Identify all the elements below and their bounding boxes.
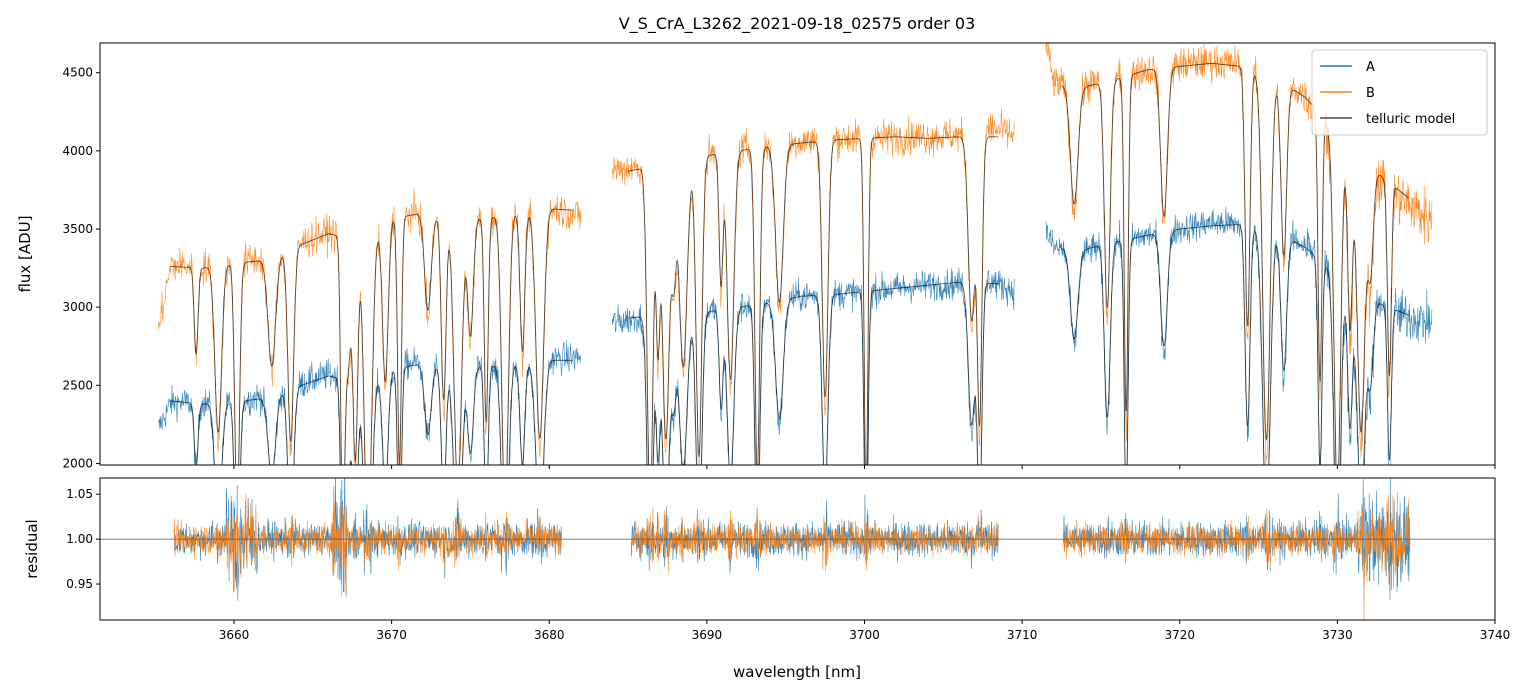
residual-y-tick-label: 1.05 xyxy=(66,487,93,501)
legend-label-telluric: telluric model xyxy=(1366,112,1455,127)
x-tick-label: 3730 xyxy=(1322,628,1353,642)
residual-y-axis-label: residual xyxy=(23,519,41,578)
x-tick-label: 3680 xyxy=(534,628,565,642)
flux-y-tick-label: 2000 xyxy=(62,456,93,470)
telluric-model-segment-1 xyxy=(628,281,999,465)
residual-data-layer xyxy=(100,478,1495,620)
flux-x-ticks xyxy=(233,465,1496,469)
flux-axes-frame xyxy=(99,42,1496,466)
flux-y-tick-label: 4000 xyxy=(62,144,93,158)
legend-label-b: B xyxy=(1366,86,1375,101)
x-axis-label: wavelength [nm] xyxy=(733,663,861,681)
flux-y-tick-label: 2500 xyxy=(62,378,93,392)
x-tick-label: 3740 xyxy=(1480,628,1511,642)
residual-b-segment-1 xyxy=(630,507,999,573)
x-tick-label: 3690 xyxy=(692,628,723,642)
residual-y-tick-label: 0.95 xyxy=(66,577,93,591)
x-tick-label: 3700 xyxy=(849,628,880,642)
x-tick-label: 3710 xyxy=(1007,628,1038,642)
residual-b-segment-0 xyxy=(173,493,563,597)
chart-title: V_S_CrA_L3262_2021-09-18_02575 order 03 xyxy=(619,14,976,34)
flux-y-ticks: 2000 2500 3000 3500 4000 4500 xyxy=(62,66,100,470)
x-tick-label: 3720 xyxy=(1164,628,1195,642)
legend-box xyxy=(1311,49,1488,136)
flux-data-layer xyxy=(158,43,1433,465)
residual-y-tick-label: 1.00 xyxy=(66,532,93,546)
residual-y-ticks: 0.95 1.00 1.05 xyxy=(66,487,100,591)
residual-panel: 0.95 1.00 1.05 3660 3670 3680 3690 3700 3710 372… xyxy=(23,477,1511,642)
residual-x-ticks: 3660 3670 3680 3690 3700 3710 3720 3730 3740 xyxy=(219,620,1511,642)
flux-y-axis-label: flux [ADU] xyxy=(16,215,34,292)
telluric-model-segment-2 xyxy=(1061,224,1409,465)
legend: A B telluric model xyxy=(1311,49,1488,136)
residual-b-segment-2 xyxy=(1062,491,1411,620)
telluric-model-segment-5 xyxy=(1061,62,1409,465)
telluric-model-segment-3 xyxy=(170,208,573,465)
flux-panel: 2000 2500 3000 3500 4000 4500 flux [ADU] A B … xyxy=(16,42,1496,470)
flux-y-tick-label: 3500 xyxy=(62,222,93,236)
telluric-model-segment-4 xyxy=(628,136,999,465)
flux-y-tick-label: 4500 xyxy=(62,66,93,80)
series-b-segment-1 xyxy=(612,107,1015,465)
legend-label-a: A xyxy=(1366,60,1375,75)
residual-axes-frame xyxy=(99,477,1496,621)
x-tick-label: 3670 xyxy=(376,628,407,642)
flux-y-tick-label: 3000 xyxy=(62,300,93,314)
x-tick-label: 3660 xyxy=(219,628,250,642)
